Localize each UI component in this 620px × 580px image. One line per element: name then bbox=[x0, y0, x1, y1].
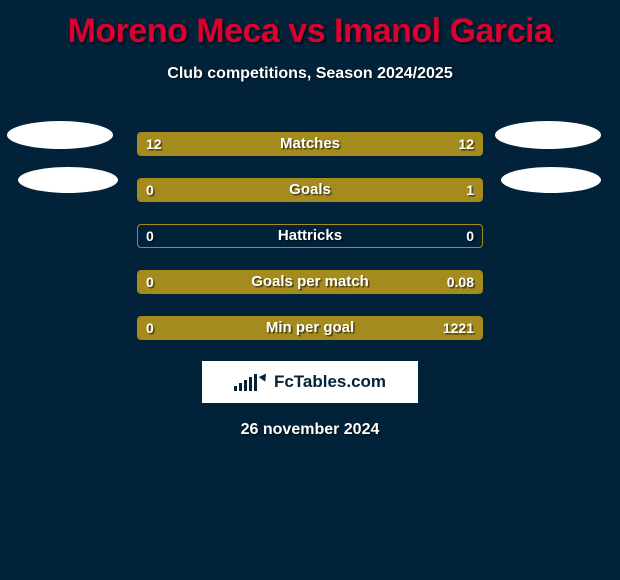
stat-row: 0 Goals per match 0.08 bbox=[0, 259, 620, 305]
comparison-chart: 12 Matches 12 0 Goals 1 0 Hattricks 0 bbox=[0, 121, 620, 351]
bar-track: 0 Hattricks 0 bbox=[137, 224, 483, 248]
stat-value-left: 0 bbox=[138, 179, 162, 201]
stat-value-left: 12 bbox=[138, 133, 170, 155]
fctables-logo: FcTables.com bbox=[202, 361, 418, 403]
stat-row: 0 Hattricks 0 bbox=[0, 213, 620, 259]
stat-value-right: 1 bbox=[458, 179, 482, 201]
stat-label: Hattricks bbox=[138, 225, 482, 247]
stat-value-left: 0 bbox=[138, 271, 162, 293]
stat-value-right: 0 bbox=[458, 225, 482, 247]
player-marker-left bbox=[18, 167, 118, 193]
stat-value-left: 0 bbox=[138, 225, 162, 247]
stat-row: 12 Matches 12 bbox=[0, 121, 620, 167]
stat-value-right: 1221 bbox=[435, 317, 482, 339]
subtitle: Club competitions, Season 2024/2025 bbox=[0, 65, 620, 83]
stat-row: 0 Min per goal 1221 bbox=[0, 305, 620, 351]
bar-fill-right bbox=[138, 317, 482, 339]
logo-text: FcTables.com bbox=[274, 372, 386, 392]
bar-track: 12 Matches 12 bbox=[137, 132, 483, 156]
date-label: 26 november 2024 bbox=[0, 421, 620, 439]
bar-track: 0 Goals 1 bbox=[137, 178, 483, 202]
page-title: Moreno Meca vs Imanol Garcia bbox=[0, 0, 620, 51]
bar-track: 0 Min per goal 1221 bbox=[137, 316, 483, 340]
player-marker-right bbox=[495, 121, 601, 149]
stat-value-right: 12 bbox=[450, 133, 482, 155]
logo-bars-icon bbox=[234, 373, 257, 391]
player-marker-left bbox=[7, 121, 113, 149]
stat-value-right: 0.08 bbox=[439, 271, 482, 293]
bar-fill-right bbox=[200, 179, 482, 201]
bar-track: 0 Goals per match 0.08 bbox=[137, 270, 483, 294]
player-marker-right bbox=[501, 167, 601, 193]
stat-row: 0 Goals 1 bbox=[0, 167, 620, 213]
logo-arrow-icon bbox=[259, 371, 270, 381]
stat-value-left: 0 bbox=[138, 317, 162, 339]
